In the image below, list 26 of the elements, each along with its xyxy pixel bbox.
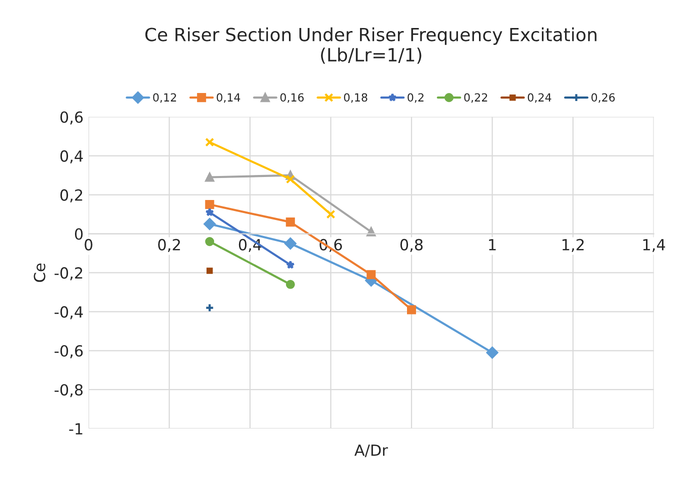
x-tick-label: 1,4 — [643, 239, 666, 252]
x-tick-label: 1,2 — [562, 238, 584, 252]
x-tick-label: 0,8 — [400, 238, 423, 252]
y-tick-label: -0,4 — [54, 306, 83, 320]
y-tick-label: -0,6 — [54, 345, 83, 358]
x-tick-label: 1 — [489, 239, 496, 250]
legend-label: 0,12 — [153, 93, 176, 103]
chart-title: Ce Riser Section Under Riser Frequency Excitation (Lb/Lr=1/1) — [145, 27, 596, 64]
x-tick-label: 0 — [84, 238, 92, 250]
y-tick-label: 0,6 — [60, 111, 83, 124]
legend-label: 0,22 — [464, 93, 488, 103]
legend-label: 0,24 — [528, 93, 552, 103]
legend-label: 0,14 — [216, 93, 240, 103]
x-tick-label: 0,2 — [158, 238, 180, 252]
y-tick-label: -1 — [69, 423, 82, 434]
legend-label: 0,26 — [591, 93, 615, 103]
legend-label: 0,18 — [344, 93, 368, 103]
y-tick-label: 0,2 — [60, 189, 82, 202]
y-tick-label: 0,4 — [60, 150, 83, 164]
x-axis-title: A/Dr — [354, 444, 388, 458]
y-tick-label: -0,2 — [54, 267, 82, 280]
legend-label: 0,2 — [408, 93, 424, 103]
legend-label: 0,16 — [280, 93, 304, 103]
y-tick-label: 0 — [74, 228, 83, 240]
y-tick-label: -0,8 — [54, 384, 83, 398]
y-axis-title: Ce — [34, 264, 46, 282]
